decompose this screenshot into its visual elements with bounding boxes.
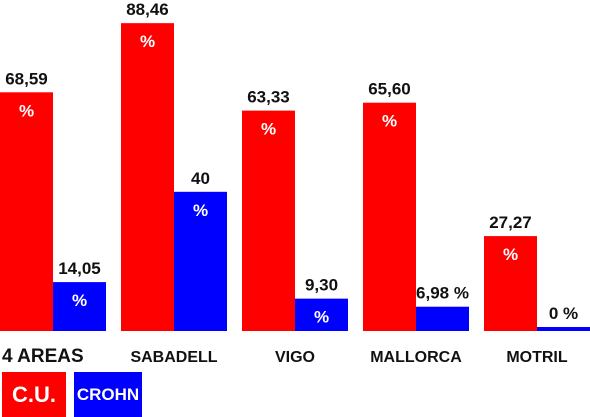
percent-label: %	[503, 245, 518, 264]
legend-item-crohn: CROHN	[74, 372, 142, 417]
bar-c-u-4	[363, 102, 416, 331]
value-label: 68,59	[5, 69, 48, 88]
bar-c-u-2	[121, 23, 174, 331]
category-label: VIGO	[275, 349, 315, 366]
bar-crohn-3	[295, 298, 348, 331]
percent-label: %	[19, 101, 34, 120]
percent-label: %	[72, 291, 87, 310]
value-label: 65,60	[368, 80, 411, 99]
bar-c-u-1	[0, 92, 53, 332]
bar-c-u-5	[484, 236, 537, 331]
legend-item-cu: C.U.	[2, 372, 66, 417]
bar-crohn-5	[537, 327, 590, 331]
bar-crohn-1	[53, 282, 106, 331]
percent-label: %	[261, 120, 276, 139]
value-label: 0 %	[549, 304, 578, 323]
percent-label: %	[314, 308, 329, 327]
value-label: 88,46	[126, 0, 169, 19]
value-label: 27,27	[489, 213, 532, 232]
bar-crohn-4	[416, 306, 469, 331]
category-label: SABADELL	[130, 349, 217, 366]
value-label: 14,05	[58, 259, 101, 278]
bar-c-u-3	[242, 110, 295, 331]
category-label: MOTRIL	[506, 349, 568, 366]
percent-label: %	[193, 201, 208, 220]
bar-crohn-2	[174, 191, 227, 331]
value-label: 63,33	[247, 88, 290, 107]
percent-label: %	[140, 32, 155, 51]
value-label: 40	[191, 169, 210, 188]
category-label: MALLORCA	[370, 349, 462, 366]
category-label: 4 AREAS	[2, 346, 84, 367]
percent-label: %	[382, 112, 397, 131]
value-label: 6,98 %	[416, 284, 469, 303]
value-label: 9,30	[305, 276, 338, 295]
